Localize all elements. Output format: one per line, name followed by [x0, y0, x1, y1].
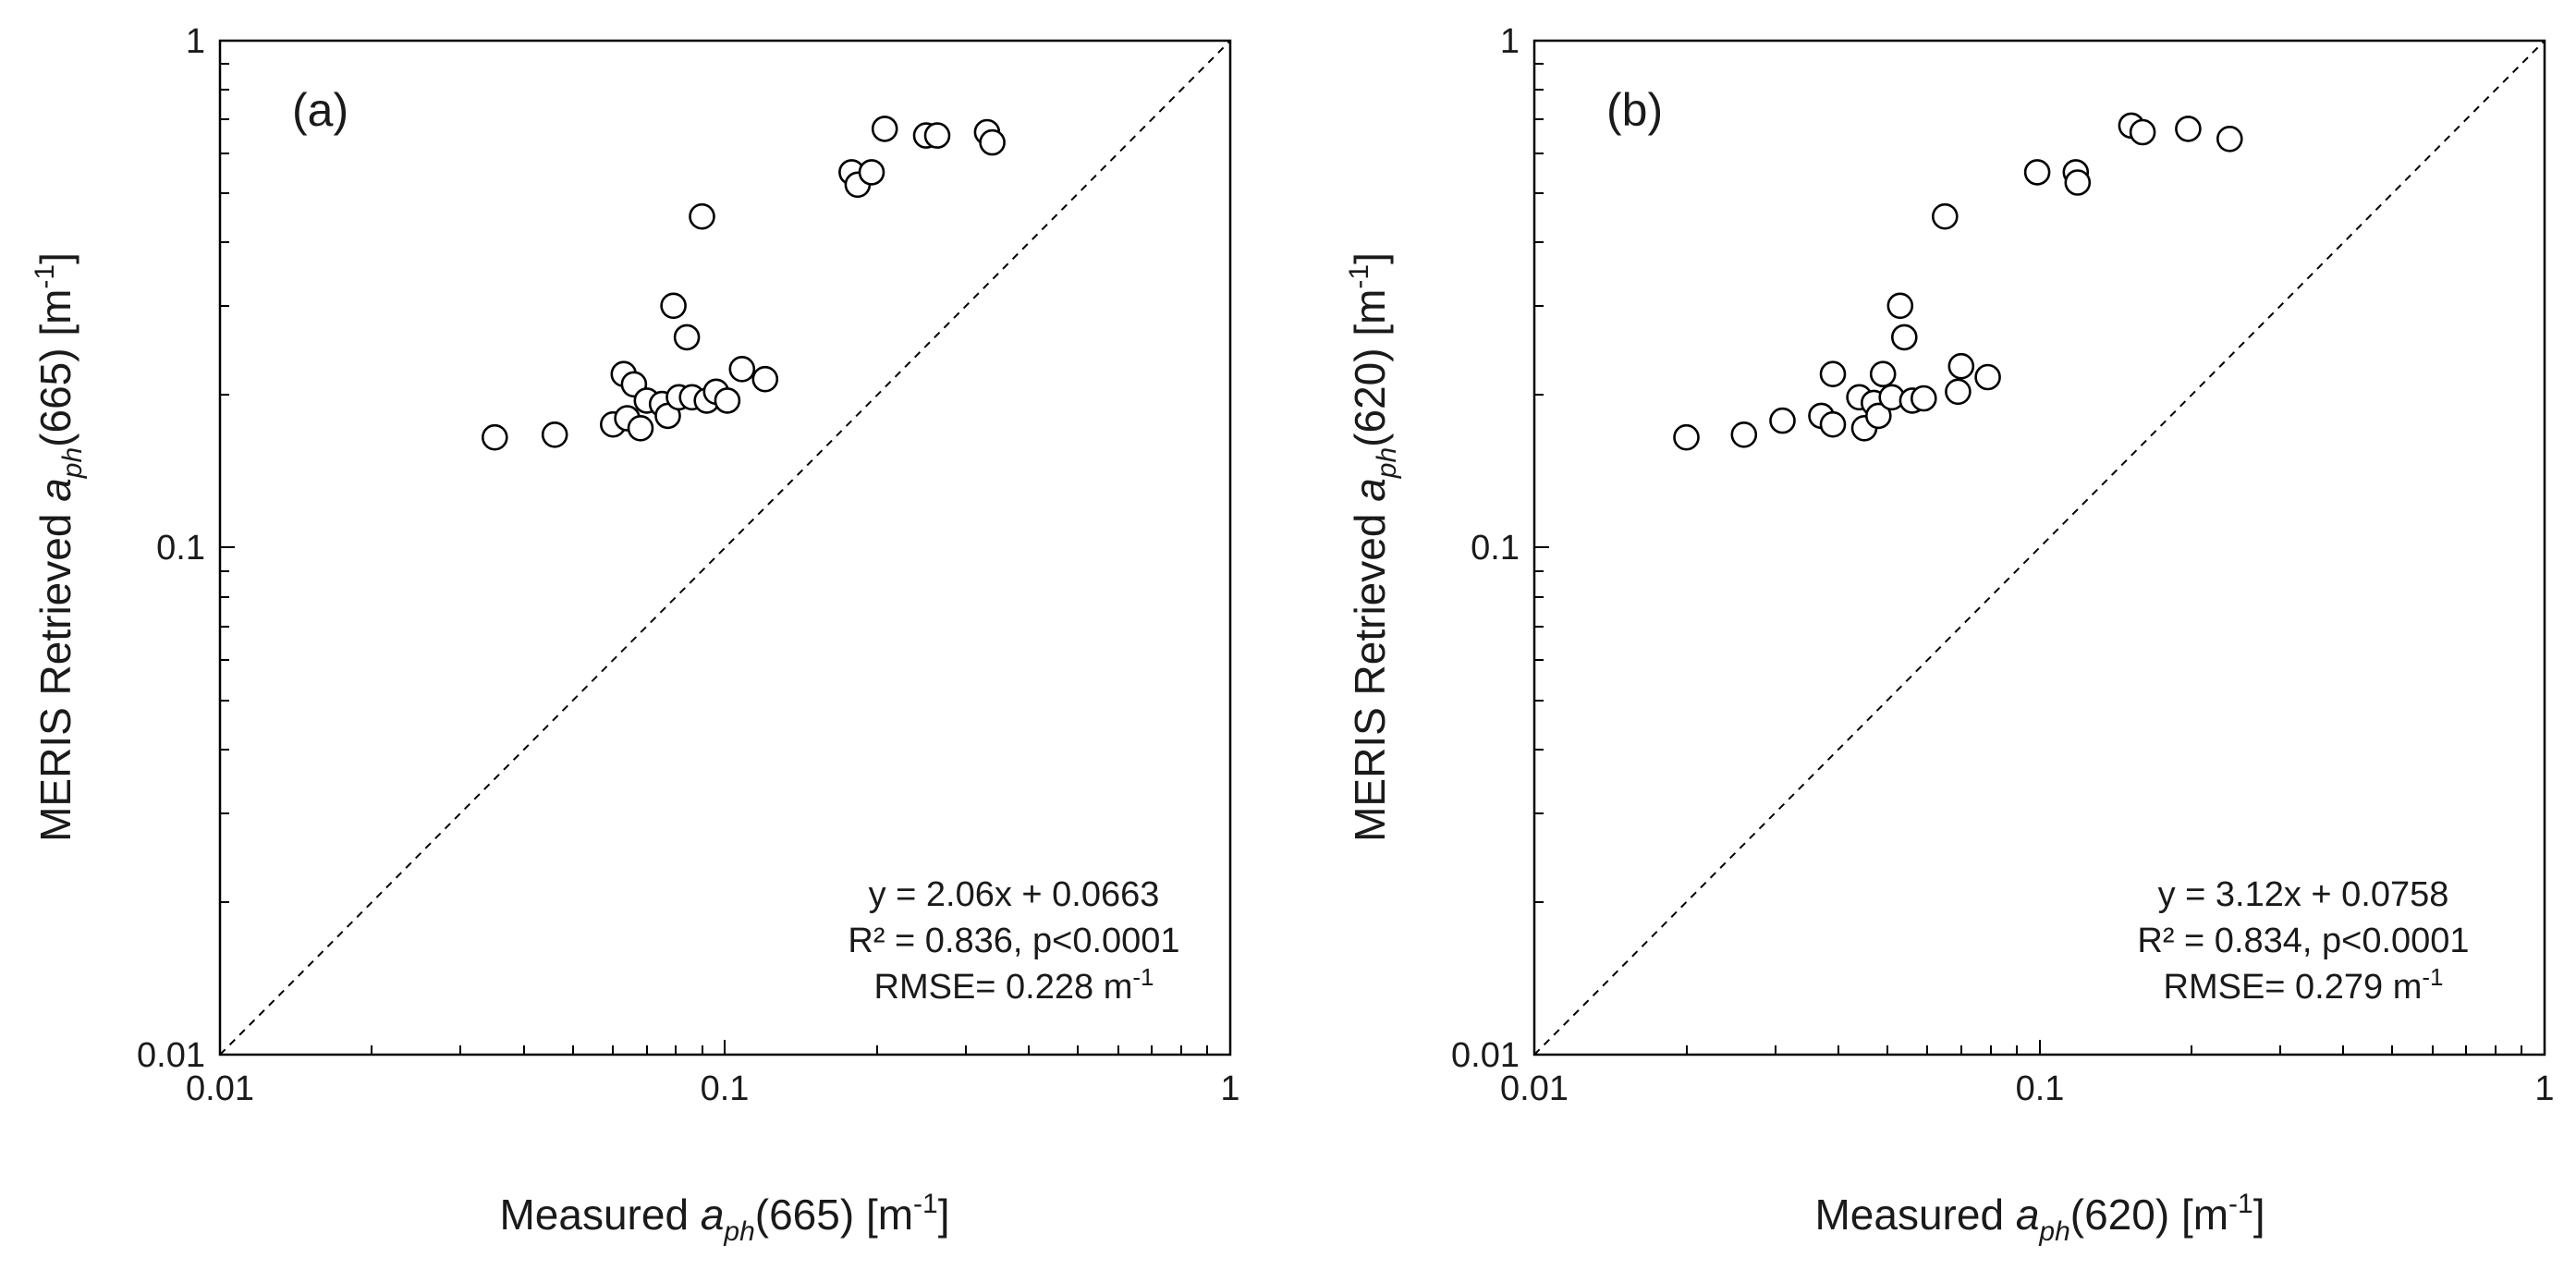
data-point-a-25 [923, 122, 951, 149]
y-title-a-pre: MERIS Retrieved [31, 502, 79, 842]
x-title-b-post: (620) [m [2070, 1191, 2228, 1239]
x-title-b-sub: ph [2038, 1216, 2069, 1247]
x-tick-label-b-1: 0.1 [2016, 1069, 2065, 1108]
x-title-b-sup: -1 [2228, 1189, 2253, 1219]
x-axis-title-a: Measured aph(665) [m-1] [499, 1189, 949, 1247]
one-to-one-line-b [1533, 40, 2545, 1056]
y-tick-label-b-0: 0.01 [1451, 1036, 1520, 1075]
y-tick-label-a-0: 0.01 [137, 1036, 205, 1075]
data-point-b-1 [1730, 421, 1758, 448]
y-title-b-post: (620) [m [1346, 289, 1394, 447]
data-point-b-22 [2064, 169, 2092, 196]
data-point-b-4 [1819, 410, 1847, 438]
y-title-a-var: a [31, 478, 79, 502]
x-title-a-post: (665) [m [755, 1191, 913, 1239]
rmse-a: RMSE= 0.228 m-1 [874, 963, 1154, 1007]
x-title-a-end: ] [938, 1191, 950, 1239]
data-point-a-10 [660, 292, 687, 320]
data-point-b-2 [1769, 407, 1796, 434]
x-tick-label-b-2: 1 [2534, 1069, 2554, 1108]
ticks-a [219, 40, 1231, 1056]
data-point-b-10 [1869, 360, 1897, 388]
data-point-b-12 [1886, 292, 1914, 320]
data-point-b-20 [2023, 159, 2051, 186]
x-title-a-sup: -1 [913, 1189, 938, 1219]
data-point-a-22 [858, 159, 885, 186]
rmse-a-value: RMSE= 0.228 m [874, 968, 1133, 1007]
panel-label-a: (a) [292, 84, 348, 136]
data-point-a-0 [481, 423, 508, 451]
x-tick-label-a-2: 1 [1220, 1069, 1239, 1108]
data-point-b-25 [2175, 116, 2202, 142]
data-point-a-14 [689, 202, 715, 230]
data-point-b-17 [1945, 378, 1972, 406]
data-point-a-1 [541, 421, 568, 448]
rmse-a-sup: -1 [1132, 963, 1154, 991]
data-point-b-0 [1673, 423, 1700, 451]
data-point-b-5 [1819, 360, 1847, 388]
x-title-a-pre: Measured [499, 1191, 700, 1239]
rmse-b-sup: -1 [2422, 963, 2443, 991]
data-point-a-18 [728, 355, 756, 383]
r-squared-a: R² = 0.836, p<0.0001 [848, 922, 1179, 960]
x-title-b-pre: Measured [1814, 1191, 2015, 1239]
data-point-b-18 [1947, 352, 1975, 380]
y-title-a-post: (665) [m [31, 289, 79, 447]
rmse-b: RMSE= 0.279 m-1 [2164, 963, 2444, 1007]
panel-label-b: (b) [1606, 84, 1663, 136]
x-tick-label-b-0: 0.01 [1500, 1069, 1569, 1108]
y-title-b-pre: MERIS Retrieved [1346, 502, 1394, 842]
y-tick-label-b-2: 1 [1500, 22, 1520, 61]
y-title-a-end: ] [31, 252, 79, 264]
y-title-b-end: ] [1346, 252, 1394, 264]
y-title-b-sub: ph [1372, 447, 1402, 479]
x-axis-title-b: Measured aph(620) [m-1] [1814, 1189, 2265, 1247]
x-title-b-end: ] [2253, 1191, 2265, 1239]
scatter-points-b [1673, 112, 2243, 451]
y-tick-label-b-1: 0.1 [1471, 529, 1520, 568]
panel-a: 0.01 0.1 1 0.01 0.1 1 (a) y = 2.06x + 0.… [30, 22, 1240, 1247]
data-point-a-27 [979, 128, 1006, 156]
y-title-b-sup: -1 [1344, 264, 1374, 289]
data-point-b-9 [1865, 402, 1892, 430]
scatter-points-a [481, 116, 1006, 451]
data-point-b-13 [1891, 324, 1918, 351]
x-tick-label-a-1: 0.1 [701, 1069, 750, 1108]
data-point-a-6 [627, 414, 654, 442]
data-point-b-26 [2216, 126, 2243, 153]
data-point-b-24 [2129, 118, 2156, 146]
x-title-a-var: a [701, 1191, 725, 1239]
y-tick-label-a-1: 0.1 [156, 529, 205, 568]
equation-b: y = 3.12x + 0.0758 [2158, 875, 2449, 914]
ticks-b [1533, 40, 2545, 1056]
one-to-one-line-a [219, 40, 1231, 1056]
data-point-a-23 [871, 116, 898, 142]
data-point-a-12 [673, 324, 701, 351]
data-point-b-16 [1932, 202, 1959, 230]
x-tick-label-a-0: 0.01 [186, 1069, 254, 1108]
x-title-a-sub: ph [723, 1216, 754, 1247]
y-title-a-sub: ph [57, 447, 88, 479]
y-tick-label-a-2: 1 [186, 22, 205, 61]
r-squared-b: R² = 0.834, p<0.0001 [2137, 922, 2469, 960]
y-axis-title-a: MERIS Retrieved aph(665) [m-1] [30, 252, 88, 842]
data-point-a-17 [714, 387, 741, 414]
y-title-a-sup: -1 [30, 264, 60, 289]
data-point-b-15 [1911, 385, 1937, 412]
panel-b: 0.01 0.1 1 0.01 0.1 1 (b) y = 3.12x + 0.… [1344, 22, 2555, 1247]
data-point-b-19 [1974, 363, 2001, 391]
y-axis-title-b: MERIS Retrieved aph(620) [m-1] [1344, 252, 1402, 842]
rmse-b-value: RMSE= 0.279 m [2164, 968, 2423, 1007]
equation-a: y = 2.06x + 0.0663 [869, 875, 1160, 914]
x-title-b-var: a [2016, 1191, 2040, 1239]
y-title-b-var: a [1346, 478, 1394, 502]
data-point-a-19 [751, 365, 779, 393]
